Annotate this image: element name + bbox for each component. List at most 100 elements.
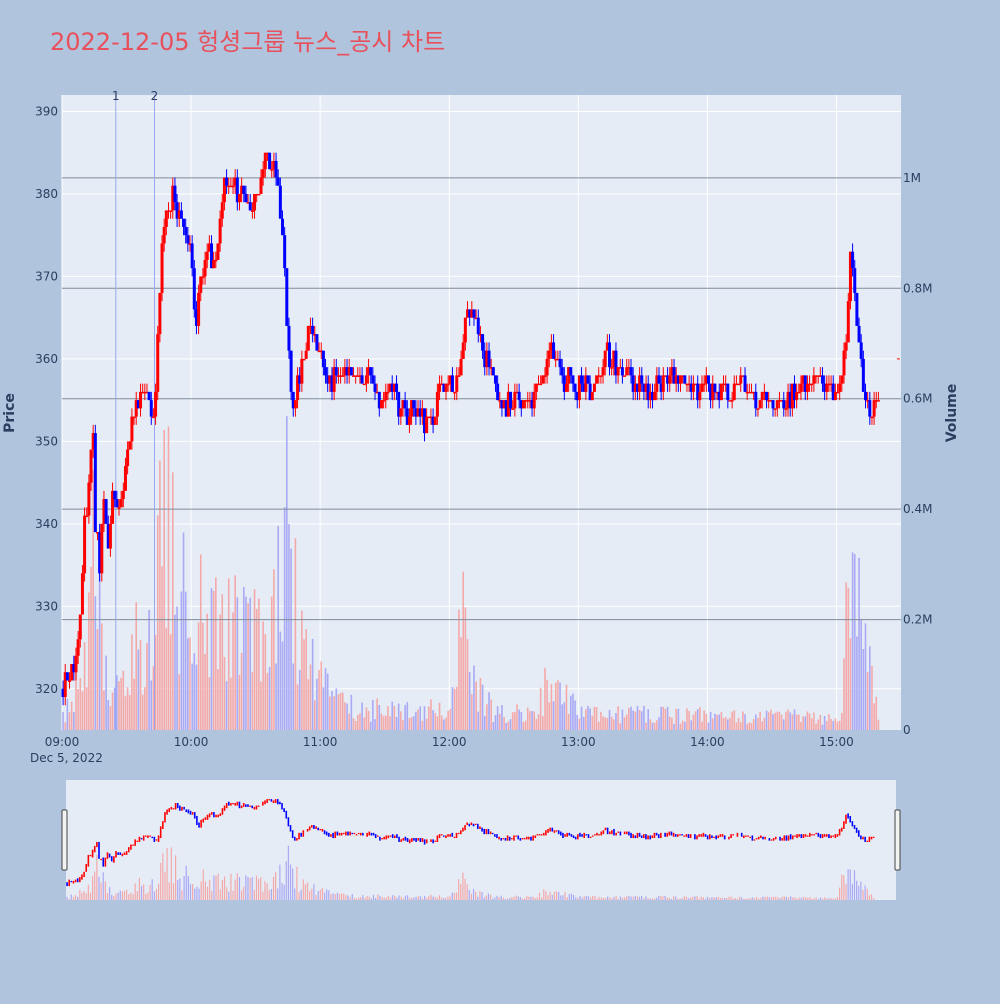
range-slider-left-handle[interactable] <box>61 809 68 871</box>
volume-bar <box>606 717 609 730</box>
candle-body <box>123 466 127 491</box>
preview-volume-bar <box>481 892 483 900</box>
volume-bar <box>165 627 168 730</box>
preview-volume-bar <box>558 891 560 900</box>
volume-bar <box>664 708 667 730</box>
candle-body <box>330 375 334 392</box>
volume-bars <box>62 416 880 730</box>
candle-body <box>347 367 351 376</box>
candle-body <box>765 391 769 401</box>
candle-body <box>425 416 429 434</box>
preview-volume-bar <box>285 861 287 900</box>
volume-bar <box>199 554 202 730</box>
candle-body <box>468 309 472 318</box>
volume-bar <box>400 711 402 730</box>
candle-body <box>532 391 536 409</box>
volume-bar <box>255 608 258 730</box>
candle-body <box>102 499 106 524</box>
preview-volume-bar <box>466 884 468 900</box>
volume-bar <box>675 708 677 730</box>
candle-body <box>345 367 349 376</box>
candle-body <box>603 350 607 368</box>
volume-bar <box>703 710 705 730</box>
main-plot-area[interactable] <box>62 95 901 730</box>
preview-volume-bar <box>583 896 585 900</box>
preview-volume-bar <box>394 895 396 900</box>
preview-volume-bar <box>151 879 153 900</box>
candle-body <box>696 383 700 401</box>
preview-volume-bar <box>424 895 426 900</box>
preview-volume-bar <box>268 890 270 900</box>
preview-volume-bar <box>204 881 206 900</box>
volume-bar <box>137 649 140 730</box>
preview-volume-bar <box>853 870 856 900</box>
range-slider-handles[interactable] <box>61 809 901 871</box>
preview-volume-bar <box>189 884 192 900</box>
preview-volume-bar <box>813 898 815 900</box>
range-slider-area[interactable] <box>66 780 896 900</box>
volume-bar <box>593 706 596 730</box>
volume-bar <box>688 710 690 730</box>
candle-body <box>681 375 685 377</box>
preview-volume-bar <box>849 869 851 900</box>
preview-volume-bar <box>472 888 475 900</box>
range-slider-right-handle[interactable] <box>894 809 901 871</box>
volume-bar <box>808 713 811 730</box>
candle-body <box>403 400 407 409</box>
candle-body <box>444 383 448 392</box>
candle-body <box>573 383 577 392</box>
volume-bar <box>544 667 546 730</box>
candle-body <box>293 400 297 409</box>
candle-body <box>214 259 218 262</box>
preview-volume-bar <box>841 874 843 900</box>
candle-body <box>336 375 340 377</box>
preview-volume-bar <box>513 896 515 900</box>
volume-bar <box>118 681 120 730</box>
candle-body <box>504 400 508 417</box>
candle-body <box>537 383 541 386</box>
candle-body <box>758 400 762 409</box>
preview-volume-bar <box>596 898 598 900</box>
preview-volume-bar <box>458 879 460 900</box>
candle-body <box>558 358 562 368</box>
candle-body <box>130 416 134 442</box>
preview-volume-bar <box>802 896 805 900</box>
y-tick-label: 340 <box>35 517 58 531</box>
candle-body <box>749 391 753 394</box>
volume-bar <box>408 718 411 730</box>
volume-bar <box>193 653 196 730</box>
preview-volume-bar <box>515 895 517 900</box>
volume-bar <box>333 696 335 730</box>
volume-bar <box>535 718 538 730</box>
candle-body <box>556 358 560 361</box>
volume-bar <box>800 721 802 730</box>
candle-body <box>158 292 162 335</box>
volume-bar <box>154 635 157 730</box>
candle-body <box>554 358 558 361</box>
volume-bar <box>397 703 400 730</box>
preview-volume-bar <box>758 898 760 900</box>
preview-volume-bar <box>615 895 617 900</box>
volume-bar <box>671 717 673 730</box>
preview-volume-bar <box>594 896 596 900</box>
preview-volume-bar <box>147 892 149 900</box>
preview-volume-bar <box>753 897 756 900</box>
candle-body <box>388 383 392 392</box>
volume-bar <box>727 719 729 730</box>
preview-volume-bar <box>419 895 421 900</box>
volume-bar <box>301 610 303 730</box>
candle-body <box>698 391 702 401</box>
volume-bar <box>111 692 114 730</box>
volume-bar <box>447 710 449 730</box>
volume-bar <box>225 681 228 730</box>
volume-bar <box>148 609 150 730</box>
preview-volume-bar <box>592 895 594 900</box>
candle-body <box>218 218 222 244</box>
volume-bar <box>772 714 774 730</box>
volume-bar <box>507 721 510 730</box>
volume-bar <box>576 714 579 730</box>
preview-volume-bar <box>294 888 296 900</box>
candle-body <box>121 490 125 500</box>
preview-volume-bar <box>785 896 787 900</box>
volume-bar <box>825 721 828 730</box>
